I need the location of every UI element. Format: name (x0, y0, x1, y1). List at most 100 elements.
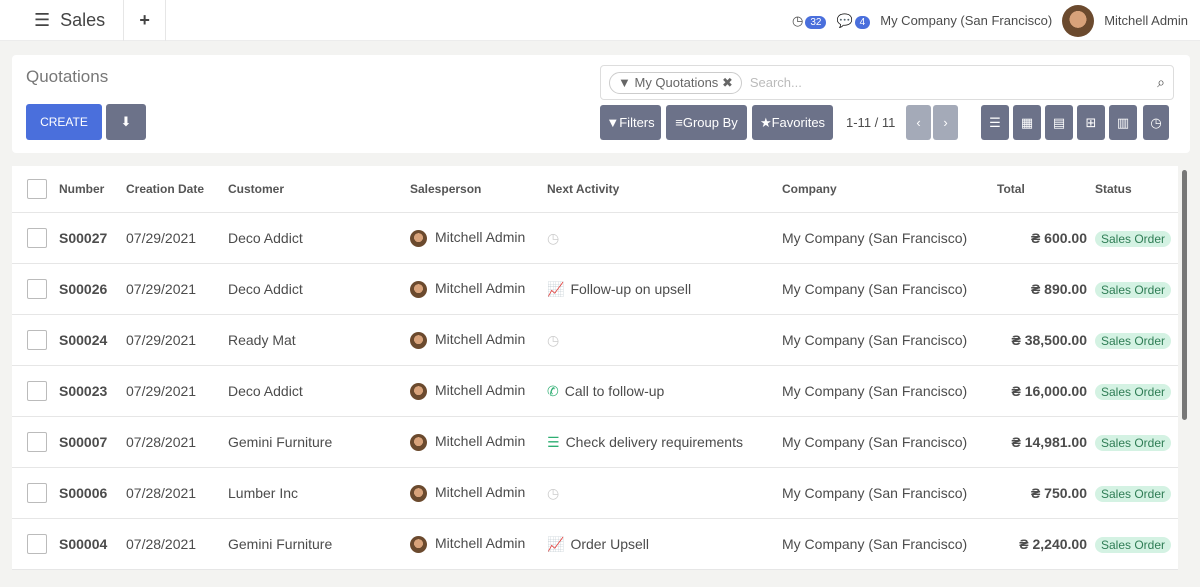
column-total[interactable]: Total (997, 182, 1025, 196)
calendar-view-button[interactable]: ▤ (1045, 105, 1073, 140)
activity-view-button[interactable]: ◷ (1143, 105, 1169, 140)
column-salesperson[interactable]: Salesperson (410, 182, 482, 196)
row-checkbox[interactable] (27, 483, 47, 503)
clock-icon[interactable]: ◷ (547, 229, 560, 246)
calendar-icon: ▤ (1052, 114, 1066, 130)
next-activity[interactable]: 📈 Follow-up on upsell (547, 281, 782, 298)
total: ₴ 16,000.00 (1011, 383, 1087, 399)
row-checkbox[interactable] (27, 330, 47, 350)
company: My Company (San Francisco) (782, 332, 968, 348)
app-menu[interactable]: ☰ Sales (0, 0, 125, 41)
next-activity[interactable]: ◷ (547, 332, 782, 349)
new-tab-button[interactable]: + (124, 0, 167, 41)
create-button[interactable]: CREATE (26, 104, 102, 140)
group-by-label: Group By (682, 115, 738, 130)
table-row[interactable]: S00004 07/28/2021 Gemini Furniture Mitch… (12, 519, 1178, 570)
pivot-view-button[interactable]: ⊞ (1077, 105, 1105, 140)
salesperson: Mitchell Admin (410, 280, 547, 298)
chat-icon: 💬 (836, 12, 853, 28)
table-row[interactable]: S00026 07/29/2021 Deco Addict Mitchell A… (12, 264, 1178, 315)
hamburger-icon[interactable]: ☰ (34, 9, 51, 30)
search-bar[interactable]: ▼ My Quotations ✖ Search... ⌕ (600, 65, 1174, 100)
salesperson-avatar (410, 280, 427, 298)
star-icon: ★ (759, 114, 772, 130)
table-row[interactable]: S00027 07/29/2021 Deco Addict Mitchell A… (12, 213, 1178, 264)
chart-line-icon[interactable]: 📈 (547, 280, 565, 297)
favorites-button[interactable]: ★ Favorites (752, 105, 833, 140)
table-row[interactable]: S00024 07/29/2021 Ready Mat Mitchell Adm… (12, 315, 1178, 366)
quotations-table: Number Creation Date Customer Salesperso… (12, 166, 1178, 570)
activity-menu[interactable]: ◷ 32 (792, 12, 827, 29)
clock-icon: ◷ (792, 12, 804, 28)
status-badge: Sales Order (1095, 435, 1172, 451)
next-activity[interactable]: ☰ Check delivery requirements (547, 434, 782, 451)
column-creation-date[interactable]: Creation Date (126, 182, 205, 196)
user-menu[interactable]: Mitchell Admin (1104, 13, 1188, 28)
clock-icon: ◷ (1150, 114, 1162, 130)
row-checkbox[interactable] (27, 432, 47, 452)
activity-count-badge: 32 (805, 15, 827, 29)
salesperson-name: Mitchell Admin (435, 280, 526, 297)
total: ₴ 38,500.00 (1011, 332, 1087, 348)
salesperson-avatar (410, 535, 427, 553)
search-icon[interactable]: ⌕ (1157, 74, 1165, 90)
customer: Gemini Furniture (228, 536, 333, 552)
column-customer[interactable]: Customer (228, 182, 285, 196)
pager-previous[interactable]: ‹ (906, 105, 931, 140)
search-input[interactable]: Search... (749, 75, 802, 90)
messaging-menu[interactable]: 💬 4 (836, 12, 871, 29)
filter-facet[interactable]: ▼ My Quotations ✖ (609, 71, 742, 94)
select-all-checkbox[interactable] (27, 179, 47, 199)
remove-facet-icon[interactable]: ✖ (721, 74, 733, 90)
salesperson-name: Mitchell Admin (435, 229, 526, 246)
creation-date: 07/29/2021 (126, 281, 197, 297)
column-status[interactable]: Status (1095, 182, 1132, 196)
customer: Deco Addict (228, 383, 303, 399)
row-checkbox[interactable] (27, 228, 47, 248)
column-number[interactable]: Number (59, 182, 105, 196)
next-activity[interactable]: ✆ Call to follow-up (547, 383, 782, 400)
table-row[interactable]: S00007 07/28/2021 Gemini Furniture Mitch… (12, 417, 1178, 468)
pager-next[interactable]: › (933, 105, 958, 140)
company-switcher[interactable]: My Company (San Francisco) (880, 13, 1053, 28)
salesperson: Mitchell Admin (410, 484, 547, 502)
filter-icon: ▼ (618, 74, 635, 90)
control-panel: Quotations CREATE ⬇ ▼ My Quotations ✖ Se… (12, 55, 1190, 153)
company: My Company (San Francisco) (782, 485, 968, 501)
chart-line-icon[interactable]: 📈 (547, 535, 565, 552)
pager-value[interactable]: 1-11 / 11 (846, 115, 896, 130)
order-number: S00006 (59, 485, 108, 501)
activity-summary: Order Upsell (570, 535, 650, 552)
total: ₴ 750.00 (1030, 485, 1087, 501)
status-badge: Sales Order (1095, 384, 1172, 400)
tasks-icon[interactable]: ☰ (547, 433, 560, 450)
clock-icon[interactable]: ◷ (547, 331, 560, 348)
creation-date: 07/29/2021 (126, 383, 197, 399)
breadcrumb: Quotations (26, 67, 109, 86)
clock-icon[interactable]: ◷ (547, 484, 560, 501)
list-view-button[interactable]: ☰ (981, 105, 1009, 140)
table-row[interactable]: S00023 07/29/2021 Deco Addict Mitchell A… (12, 366, 1178, 417)
table-row[interactable]: S00006 07/28/2021 Lumber Inc Mitchell Ad… (12, 468, 1178, 519)
graph-view-button[interactable]: ▥ (1109, 105, 1137, 140)
filters-label: Filters (619, 115, 655, 130)
next-activity[interactable]: 📈 Order Upsell (547, 536, 782, 553)
kanban-view-button[interactable]: ▦ (1013, 105, 1041, 140)
user-avatar[interactable] (1062, 4, 1095, 37)
facet-label: My Quotations (634, 74, 719, 90)
group-by-button[interactable]: ≡ Group By (666, 105, 747, 140)
row-checkbox[interactable] (27, 381, 47, 401)
row-checkbox[interactable] (27, 279, 47, 299)
scrollbar[interactable] (1182, 170, 1187, 420)
download-button[interactable]: ⬇ (106, 104, 146, 140)
row-checkbox[interactable] (27, 534, 47, 554)
customer: Gemini Furniture (228, 434, 333, 450)
filters-button[interactable]: ▼ Filters (600, 105, 661, 140)
phone-icon[interactable]: ✆ (547, 382, 559, 399)
next-activity[interactable]: ◷ (547, 230, 782, 247)
app-title: Sales (60, 9, 106, 30)
creation-date: 07/29/2021 (126, 230, 197, 246)
column-next-activity[interactable]: Next Activity (547, 182, 620, 196)
next-activity[interactable]: ◷ (547, 485, 782, 502)
column-company[interactable]: Company (782, 182, 837, 196)
